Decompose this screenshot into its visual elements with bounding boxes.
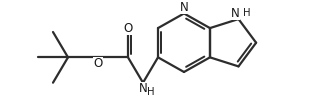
- Text: H: H: [243, 8, 250, 18]
- Text: O: O: [123, 22, 132, 35]
- Text: N: N: [139, 82, 147, 95]
- Text: N: N: [231, 7, 240, 20]
- Text: H: H: [147, 87, 155, 97]
- Text: N: N: [180, 1, 188, 14]
- Text: O: O: [93, 57, 103, 70]
